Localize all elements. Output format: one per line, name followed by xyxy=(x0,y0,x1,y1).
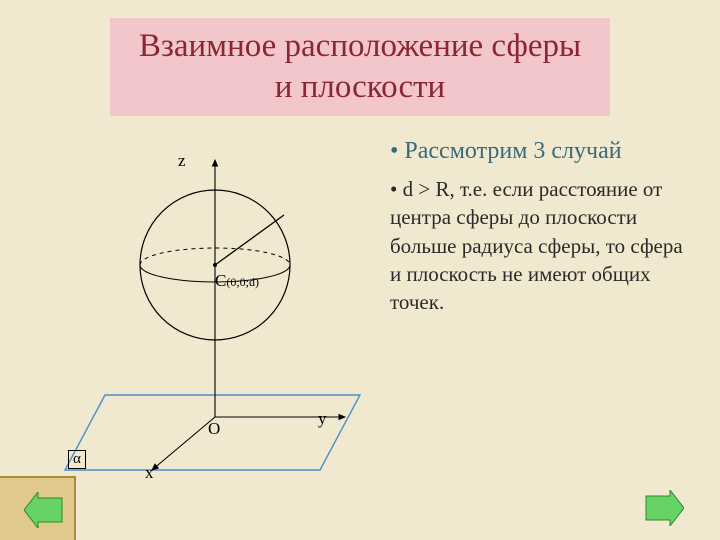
center-letter: C xyxy=(215,271,226,290)
arrow-left-icon xyxy=(24,492,64,528)
subtitle: Рассмотрим 3 случай xyxy=(390,138,622,165)
next-slide-button[interactable] xyxy=(644,490,684,526)
arrow-right-icon xyxy=(644,490,684,526)
sphere-center-label: C(0;0;d) xyxy=(215,271,259,291)
origin-label: O xyxy=(208,419,220,439)
center-coords: (0;0;d) xyxy=(226,275,259,289)
axis-x-label: x xyxy=(145,463,154,483)
axis-y-label: y xyxy=(318,409,327,429)
axis-z-label: z xyxy=(178,151,186,171)
body-text: d > R, т.е. если расстояние от центра сф… xyxy=(390,175,690,317)
sphere-plane-diagram: z y x O C(0;0;d) α xyxy=(60,155,380,485)
page-title: Взаимное расположение сферы и плоскости xyxy=(110,22,610,113)
prev-slide-button[interactable] xyxy=(24,492,64,528)
title-band: Взаимное расположение сферы и плоскости xyxy=(110,18,610,116)
plane-alpha-label: α xyxy=(68,450,86,469)
